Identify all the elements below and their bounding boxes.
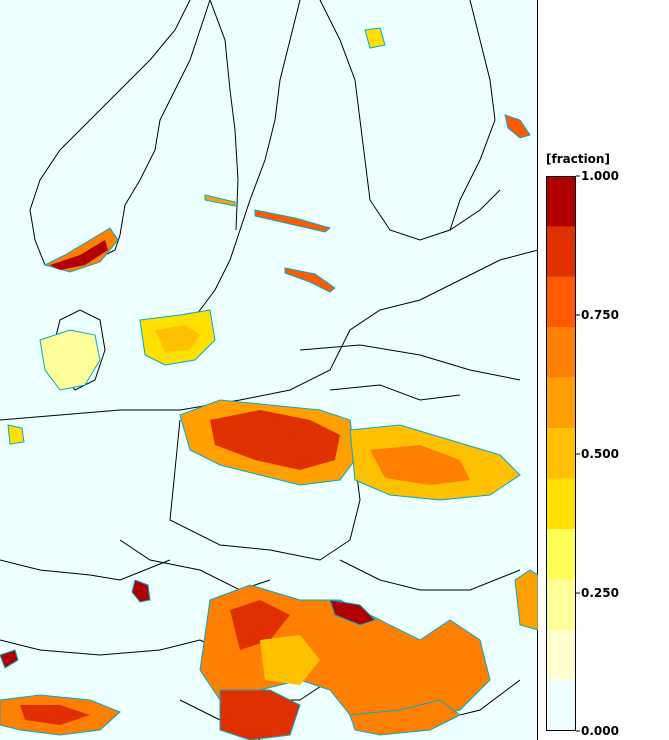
fraction-fields (0, 27, 538, 740)
field-hungary (260, 635, 320, 685)
field-baltic-streak-1 (254, 209, 332, 233)
colorbar-segment (546, 630, 576, 681)
finland-russia-border (449, 0, 496, 231)
field-south-norway-core (50, 240, 108, 270)
germany-border (0, 559, 171, 581)
colorbar-segment (546, 226, 576, 277)
field-alps-core (20, 705, 90, 725)
field-danube (219, 689, 301, 740)
ukraine-border (339, 559, 521, 591)
colorbar-segment (546, 327, 576, 378)
field-baltic-streak-2 (284, 267, 336, 293)
sweden-norway-border (209, 0, 239, 231)
colorbar-frame (546, 176, 576, 731)
colorbar-segment (546, 428, 576, 479)
field-cell-5 (504, 114, 531, 139)
colorbar-segment (546, 276, 576, 328)
field-cell-1 (131, 579, 151, 603)
field-romania (349, 699, 461, 736)
tick-label-0000: 0.000 (581, 724, 619, 738)
colorbar (546, 175, 580, 732)
legend: [fraction] 1.000 0.750 0.500 0.250 0.000 (538, 0, 669, 740)
norway-coast (29, 0, 211, 271)
fraction-map (0, 0, 538, 740)
field-denmark (39, 329, 101, 391)
field-cell-6 (7, 424, 25, 445)
colorbar-segment (546, 478, 576, 530)
map-canvas (0, 0, 538, 740)
colorbar-segment (546, 176, 576, 227)
colorbar-segment (546, 529, 576, 580)
baltic-states-borders (299, 344, 521, 381)
tick-label-0250: 0.250 (581, 586, 619, 600)
austria-border (0, 639, 201, 656)
field-east-edge (514, 569, 538, 631)
field-carpathians-core (230, 600, 290, 650)
colorbar-segment (546, 377, 576, 429)
field-baltic-streak-3 (204, 194, 236, 207)
finland-coast (319, 0, 501, 241)
field-poland-east-core (370, 445, 470, 485)
field-south-sweden-2 (155, 325, 200, 352)
tick-label-0750: 0.750 (581, 308, 619, 322)
field-cell-2 (329, 599, 376, 626)
field-poland-core (210, 410, 340, 470)
lithuania-border (329, 384, 461, 401)
colorbar-segment (546, 680, 576, 731)
field-cell-4 (364, 27, 386, 49)
legend-title: [fraction] (546, 152, 610, 166)
tick-label-1000: 1.000 (581, 169, 619, 183)
colorbar-segment (546, 579, 576, 631)
sweden-coast (159, 0, 301, 351)
field-cell-3 (0, 649, 19, 669)
south-baltic-coast (0, 249, 538, 421)
tick-label-0500: 0.500 (581, 447, 619, 461)
